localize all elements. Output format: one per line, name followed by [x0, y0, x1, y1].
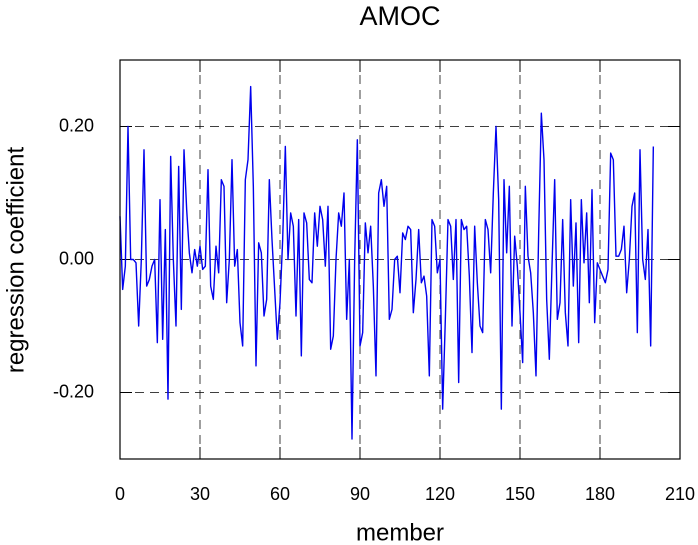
x-tick-label: 180	[585, 484, 615, 504]
x-tick-label: 0	[115, 484, 125, 504]
x-tick-label: 210	[665, 484, 695, 504]
x-tick-label: 120	[425, 484, 455, 504]
y-tick-label: 0.20	[59, 115, 94, 135]
y-tick-label: 0.00	[59, 248, 94, 268]
x-tick-label: 60	[270, 484, 290, 504]
plot-frame	[119, 59, 681, 460]
data-line	[119, 85, 655, 440]
x-tick-label: 150	[505, 484, 535, 504]
y-tick-label: -0.20	[53, 381, 94, 401]
chart-title: AMOC	[360, 1, 441, 31]
x-axis-label: member	[356, 519, 444, 545]
x-tick-label: 90	[350, 484, 370, 504]
y-axis-label: regression coefficient	[2, 147, 29, 374]
x-tick-label: 30	[190, 484, 210, 504]
